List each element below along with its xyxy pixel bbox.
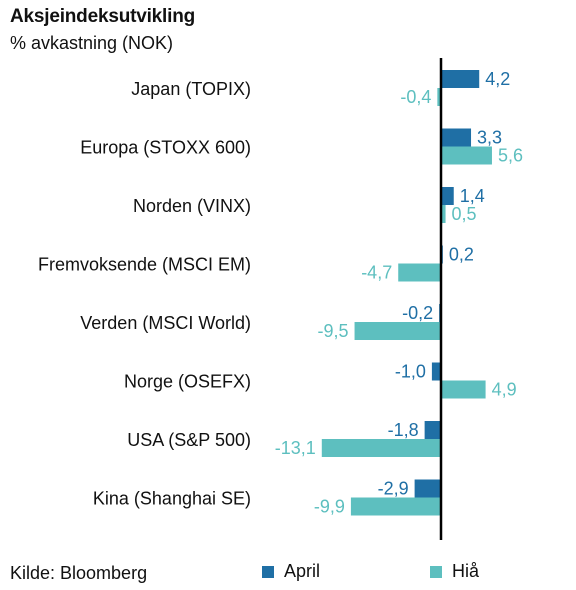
chart-title: Aksjeindeksutvikling	[10, 6, 196, 27]
bar-april	[431, 362, 441, 381]
data-label-april: 3,3	[477, 128, 502, 148]
legend-label-april: April	[284, 561, 321, 581]
category-label: Japan (TOPIX)	[131, 79, 251, 99]
data-label-april: 4,2	[485, 69, 510, 89]
data-label-hia: 5,6	[498, 146, 523, 166]
legend-swatch-hia	[430, 565, 442, 578]
bar-april	[441, 70, 480, 88]
data-label-april: -1,8	[388, 420, 419, 440]
data-label-april: -2,9	[378, 479, 409, 499]
data-label-hia: -13,1	[275, 438, 316, 458]
category-label: Verden (MSCI World)	[80, 313, 251, 333]
chart-subtitle: % avkastning (NOK)	[10, 33, 174, 53]
data-label-hia: 0,5	[452, 204, 477, 224]
bar-hia	[350, 497, 441, 516]
data-label-hia: -0,4	[400, 87, 431, 107]
category-label: USA (S&P 500)	[127, 430, 251, 450]
bar-hia	[437, 88, 441, 106]
data-label-april: -0,2	[402, 303, 433, 323]
bar-hia	[321, 439, 441, 457]
data-label-april: 0,2	[449, 245, 474, 265]
category-label: Fremvoksende (MSCI EM)	[38, 255, 251, 275]
legend-label-hia: Hiå	[452, 561, 480, 581]
bar-hia	[441, 205, 446, 223]
bar-april	[424, 421, 441, 439]
legend-swatch-april	[262, 565, 274, 578]
bar-hia	[398, 263, 441, 282]
bar-april	[441, 128, 472, 147]
data-label-april: -1,0	[395, 362, 426, 382]
bar-hia	[354, 322, 441, 340]
data-label-hia: -9,5	[318, 321, 349, 341]
category-label: Norge (OSEFX)	[124, 372, 251, 392]
bar-april	[414, 479, 441, 498]
bar-april	[441, 187, 454, 205]
category-label: Norden (VINX)	[133, 196, 251, 216]
data-label-hia: -9,9	[314, 497, 345, 517]
legend-item-hia: Hiå	[430, 561, 479, 582]
category-label: Europa (STOXX 600)	[80, 138, 251, 158]
bar-hia	[441, 146, 492, 165]
legend-item-april: April	[262, 561, 320, 582]
data-label-hia: -4,7	[361, 263, 392, 283]
bar-hia	[441, 380, 486, 399]
data-label-april: 1,4	[460, 186, 485, 206]
data-label-hia: 4,9	[492, 380, 517, 400]
category-label: Kina (Shanghai SE)	[93, 489, 251, 509]
source-note: Kilde: Bloomberg	[10, 563, 148, 583]
